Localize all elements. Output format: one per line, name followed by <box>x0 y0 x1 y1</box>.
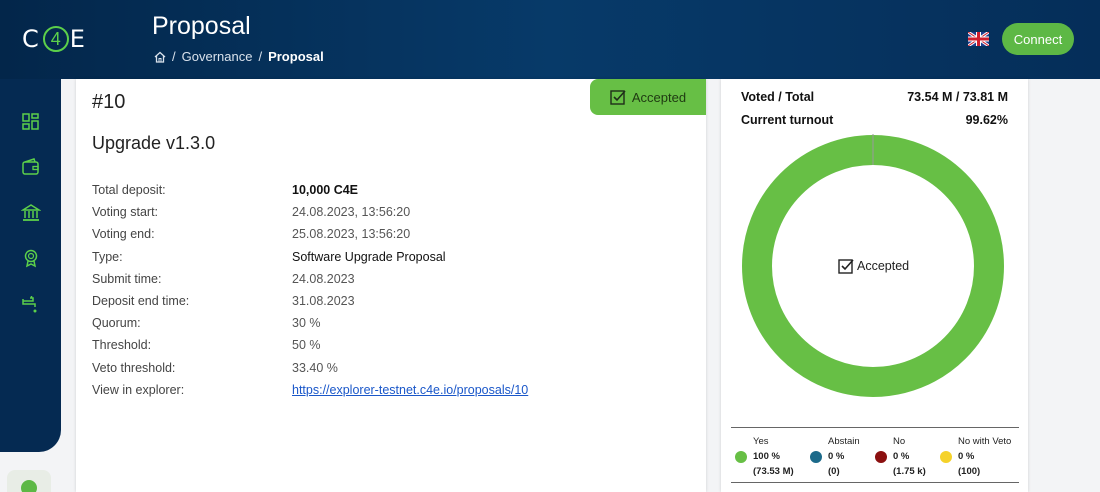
legend-name: No <box>893 436 906 447</box>
legend-name: Abstain <box>828 436 860 447</box>
detail-row: Submit time: 24.08.2023 <box>92 268 652 290</box>
turnout-label: Current turnout <box>741 113 834 127</box>
logo-letter-e: E <box>69 25 88 53</box>
turnout-row: Current turnout 99.62% <box>741 113 1008 127</box>
detail-row: View in explorer: https://explorer-testn… <box>92 379 652 401</box>
breadcrumb-separator: / <box>258 49 263 64</box>
breadcrumb-current: Proposal <box>268 49 324 64</box>
legend-count: (100) <box>958 466 981 477</box>
total-deposit-value: 10,000 C4E <box>292 183 359 198</box>
checkbox-check-icon <box>610 90 626 105</box>
legend-pct: 0 % <box>893 451 910 462</box>
detail-label: Voting start: <box>92 205 159 220</box>
legend-count: (1.75 k) <box>893 466 926 477</box>
top-header: C 4 E Proposal / Governance / Proposal C… <box>0 0 1100 79</box>
explorer-link[interactable]: https://explorer-testnet.c4e.io/proposal… <box>292 382 529 397</box>
page-title: Proposal <box>152 12 251 40</box>
votes-donut-chart[interactable] <box>741 134 1005 398</box>
breadcrumb: / Governance / Proposal <box>154 49 324 64</box>
legend-dot-yes <box>735 451 747 463</box>
legend-count: (0) <box>828 466 840 477</box>
voting-end-value: 25.08.2023, 13:56:20 <box>292 227 411 242</box>
donut-center-text: Accepted <box>857 259 910 273</box>
threshold-value: 50 % <box>292 338 321 353</box>
legend-bottom-divider <box>731 482 1019 483</box>
detail-row: Veto threshold: 33.40 % <box>92 357 652 379</box>
voting-start-value: 24.08.2023, 13:56:20 <box>292 205 411 220</box>
rewards-icon[interactable] <box>21 248 41 268</box>
legend-pct: 100 % <box>753 451 780 462</box>
detail-label: Threshold: <box>92 338 152 353</box>
detail-label: Veto threshold: <box>92 360 176 375</box>
detail-label: Voting end: <box>92 227 155 242</box>
logo-circle-four: 4 <box>42 26 69 52</box>
detail-label: Total deposit: <box>92 183 166 198</box>
legend-name: Yes <box>753 436 769 447</box>
turnout-value: 99.62% <box>965 113 1008 127</box>
c4e-logo[interactable]: C 4 E <box>22 22 92 56</box>
proposal-details: Total deposit: 10,000 C4E Voting start: … <box>92 179 652 401</box>
legend-dot-abstain <box>810 451 822 463</box>
legend-dot-no-with-veto <box>940 451 952 463</box>
governance-icon[interactable] <box>21 203 41 223</box>
donut-center-label: Accepted <box>838 257 918 275</box>
breadcrumb-separator: / <box>172 49 176 64</box>
sidebar-bottom-widget[interactable] <box>7 470 51 492</box>
proposal-id: #10 <box>92 91 126 113</box>
detail-row: Type: Software Upgrade Proposal <box>92 246 652 268</box>
deposit-end-value: 31.08.2023 <box>292 294 355 309</box>
quorum-value: 30 % <box>292 316 321 331</box>
voted-total-value: 73.54 M / 73.81 M <box>907 90 1008 104</box>
legend-count: (73.53 M) <box>753 466 794 477</box>
status-badge-label: Accepted <box>631 89 687 105</box>
type-value: Software Upgrade Proposal <box>292 249 446 264</box>
proposal-title: Upgrade v1.3.0 <box>92 133 216 153</box>
uk-flag-icon[interactable] <box>968 32 989 46</box>
detail-row: Quorum: 30 % <box>92 312 652 334</box>
detail-label: Type: <box>92 249 123 264</box>
proposal-card <box>76 79 706 492</box>
checkbox-check-icon <box>838 259 854 274</box>
detail-row: Voting start: 24.08.2023, 13:56:20 <box>92 201 652 223</box>
submit-time-value: 24.08.2023 <box>292 271 355 286</box>
connect-button[interactable]: Connect <box>1002 23 1074 55</box>
breadcrumb-governance[interactable]: Governance <box>181 49 253 64</box>
detail-row: Voting end: 25.08.2023, 13:56:20 <box>92 223 652 245</box>
status-badge: Accepted <box>590 79 706 115</box>
detail-label: View in explorer: <box>92 382 185 397</box>
detail-label: Submit time: <box>92 271 162 286</box>
detail-row: Total deposit: 10,000 C4E <box>92 179 652 201</box>
veto-threshold-value: 33.40 % <box>292 360 338 375</box>
wallet-icon[interactable] <box>21 157 41 177</box>
home-icon[interactable] <box>154 51 166 63</box>
legend-name: No with Veto <box>958 436 1012 447</box>
detail-row: Deposit end time: 31.08.2023 <box>92 290 652 312</box>
faucet-icon[interactable] <box>21 294 41 314</box>
logo-letter-c: C <box>22 25 42 53</box>
detail-row: Threshold: 50 % <box>92 334 652 356</box>
status-dot-icon <box>21 480 37 492</box>
legend-pct: 0 % <box>828 451 845 462</box>
legend-dot-no <box>875 451 887 463</box>
sidebar <box>0 79 61 452</box>
detail-label: Quorum: <box>92 316 141 331</box>
voted-total-row: Voted / Total 73.54 M / 73.81 M <box>741 90 1008 104</box>
voted-total-label: Voted / Total <box>741 90 815 104</box>
legend-top-divider <box>731 427 1019 428</box>
legend-pct: 0 % <box>958 451 975 462</box>
detail-label: Deposit end time: <box>92 294 190 309</box>
dashboard-icon[interactable] <box>21 112 41 132</box>
